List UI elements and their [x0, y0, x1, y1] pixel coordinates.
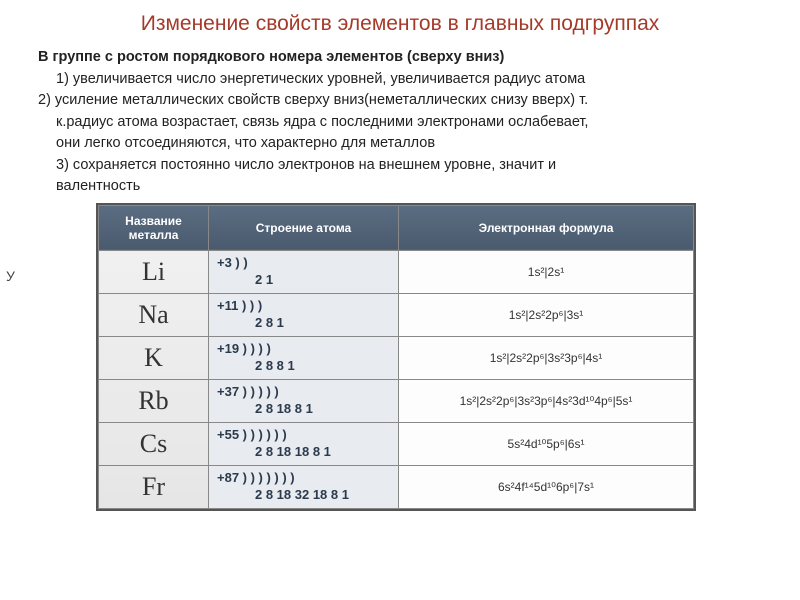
charge: +87 ) ) ) ) ) ) ): [217, 470, 295, 485]
element-symbol: Na: [99, 293, 209, 336]
col-structure: Строение атома: [209, 205, 399, 250]
shells: 2 8 18 32 18 8 1: [217, 487, 390, 504]
table-row: Cs +55 ) ) ) ) ) ) 2 8 18 18 8 1 5s²4d¹⁰…: [99, 422, 694, 465]
shells: 2 8 18 18 8 1: [217, 444, 390, 461]
body-text: В группе с ростом порядкового номера эле…: [28, 48, 772, 197]
cutoff-char: У: [6, 268, 15, 284]
electron-formula: 5s²4d¹⁰5p⁶|6s¹: [399, 422, 694, 465]
point-2c: они легко отсоединяются, что характерно …: [28, 134, 772, 154]
point-2b: к.радиус атома возрастает, связь ядра с …: [28, 113, 772, 133]
point-3a: 3) сохраняется постоянно число электроно…: [28, 156, 772, 176]
atom-structure: +37 ) ) ) ) ) 2 8 18 8 1: [209, 379, 399, 422]
charge: +19 ) ) ) ): [217, 341, 271, 356]
table-header-row: Название металла Строение атома Электрон…: [99, 205, 694, 250]
electron-formula: 6s²4f¹⁴5d¹⁰6p⁶|7s¹: [399, 465, 694, 508]
electron-formula: 1s²|2s²2p⁶|3s²3p⁶|4s¹: [399, 336, 694, 379]
element-symbol: Li: [99, 250, 209, 293]
table-row: Rb +37 ) ) ) ) ) 2 8 18 8 1 1s²|2s²2p⁶|3…: [99, 379, 694, 422]
shells: 2 8 1: [217, 315, 390, 332]
atom-structure: +19 ) ) ) ) 2 8 8 1: [209, 336, 399, 379]
charge: +11 ) ) ): [217, 298, 262, 313]
element-symbol: Cs: [99, 422, 209, 465]
element-symbol: K: [99, 336, 209, 379]
electron-formula: 1s²|2s²2p⁶|3s¹: [399, 293, 694, 336]
atom-structure: +55 ) ) ) ) ) ) 2 8 18 18 8 1: [209, 422, 399, 465]
lead-text: В группе с ростом порядкового номера эле…: [38, 49, 504, 65]
charge: +3 ) ): [217, 255, 248, 270]
table-row: Fr +87 ) ) ) ) ) ) ) 2 8 18 32 18 8 1 6s…: [99, 465, 694, 508]
point-3b: валентность: [28, 177, 772, 197]
atom-structure: +11 ) ) ) 2 8 1: [209, 293, 399, 336]
charge: +37 ) ) ) ) ): [217, 384, 279, 399]
shells: 2 1: [217, 272, 390, 289]
shells: 2 8 8 1: [217, 358, 390, 375]
col-formula: Электронная формула: [399, 205, 694, 250]
point-1: 1) увеличивается число энергетических ур…: [28, 70, 772, 90]
element-symbol: Rb: [99, 379, 209, 422]
slide: Изменение свойств элементов в главных по…: [0, 0, 800, 600]
metals-table: Название металла Строение атома Электрон…: [96, 203, 696, 511]
point-2a: 2) усиление металлических свойств сверху…: [28, 91, 772, 111]
table-row: Na +11 ) ) ) 2 8 1 1s²|2s²2p⁶|3s¹: [99, 293, 694, 336]
table-row: Li +3 ) ) 2 1 1s²|2s¹: [99, 250, 694, 293]
charge: +55 ) ) ) ) ) ): [217, 427, 287, 442]
element-symbol: Fr: [99, 465, 209, 508]
atom-structure: +87 ) ) ) ) ) ) ) 2 8 18 32 18 8 1: [209, 465, 399, 508]
shells: 2 8 18 8 1: [217, 401, 390, 418]
slide-title: Изменение свойств элементов в главных по…: [28, 12, 772, 36]
table-row: K +19 ) ) ) ) 2 8 8 1 1s²|2s²2p⁶|3s²3p⁶|…: [99, 336, 694, 379]
col-name: Название металла: [99, 205, 209, 250]
atom-structure: +3 ) ) 2 1: [209, 250, 399, 293]
electron-formula: 1s²|2s¹: [399, 250, 694, 293]
electron-formula: 1s²|2s²2p⁶|3s²3p⁶|4s²3d¹⁰4p⁶|5s¹: [399, 379, 694, 422]
